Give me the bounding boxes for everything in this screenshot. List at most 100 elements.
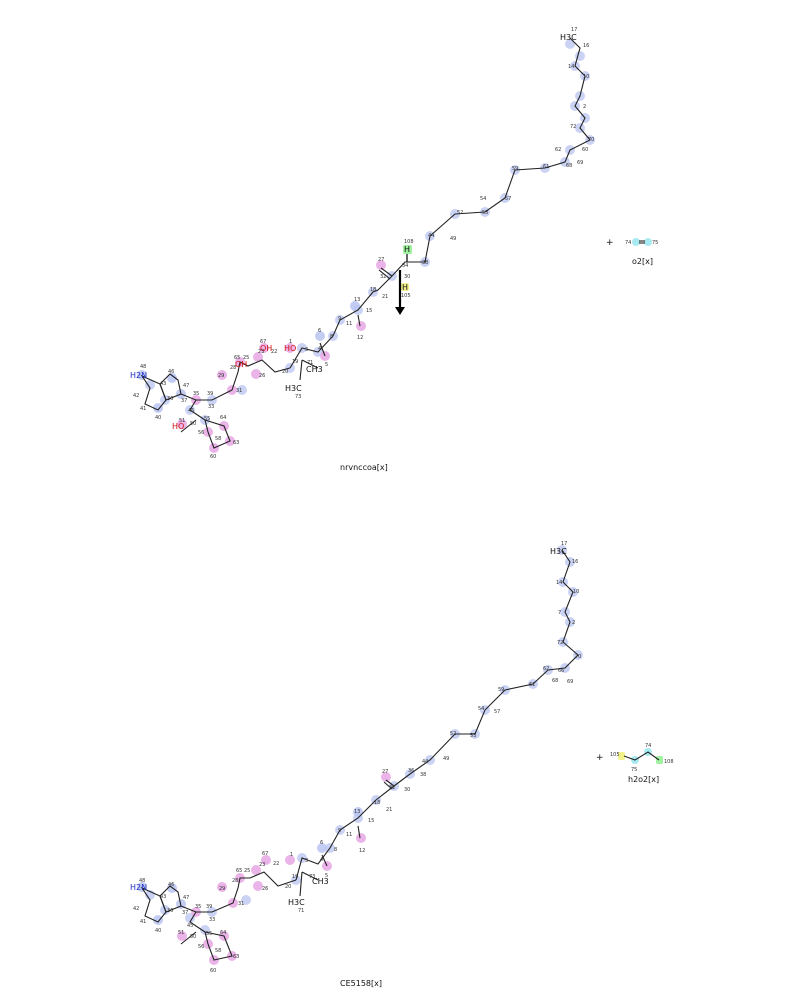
svg-text:71: 71 bbox=[298, 908, 304, 914]
reactant-amine-label: H2N bbox=[130, 371, 147, 380]
svg-text:108: 108 bbox=[404, 239, 414, 245]
reactant-hydroxyl-3: OH bbox=[235, 360, 247, 369]
svg-text:2: 2 bbox=[572, 620, 575, 626]
svg-text:42: 42 bbox=[133, 906, 139, 912]
svg-text:50: 50 bbox=[190, 934, 196, 940]
svg-text:16: 16 bbox=[572, 559, 578, 565]
svg-text:39: 39 bbox=[207, 391, 213, 397]
svg-text:105: 105 bbox=[401, 293, 411, 299]
svg-text:44: 44 bbox=[428, 233, 434, 239]
product-amine-label: H2N bbox=[130, 883, 147, 892]
svg-text:27: 27 bbox=[382, 769, 388, 775]
svg-text:58: 58 bbox=[215, 436, 221, 442]
svg-text:16: 16 bbox=[583, 43, 589, 49]
svg-text:39: 39 bbox=[206, 904, 212, 910]
svg-text:22: 22 bbox=[271, 349, 277, 355]
svg-text:69: 69 bbox=[567, 679, 573, 685]
svg-text:13: 13 bbox=[354, 809, 360, 815]
svg-text:73: 73 bbox=[309, 874, 315, 880]
svg-text:68: 68 bbox=[552, 678, 558, 684]
svg-text:53: 53 bbox=[470, 733, 476, 739]
svg-text:12: 12 bbox=[357, 335, 363, 341]
svg-text:11: 11 bbox=[346, 832, 352, 838]
svg-text:67: 67 bbox=[262, 851, 268, 857]
svg-text:1: 1 bbox=[290, 852, 293, 858]
svg-text:59: 59 bbox=[512, 166, 518, 172]
svg-text:68: 68 bbox=[566, 163, 572, 169]
svg-text:3: 3 bbox=[305, 347, 308, 353]
svg-text:29: 29 bbox=[219, 886, 225, 892]
svg-text:44: 44 bbox=[422, 759, 428, 765]
svg-text:14: 14 bbox=[556, 580, 562, 586]
svg-text:22: 22 bbox=[273, 861, 279, 867]
product-methyl-label: H3C bbox=[288, 898, 305, 907]
svg-text:71: 71 bbox=[307, 360, 313, 366]
svg-text:19: 19 bbox=[292, 359, 298, 365]
svg-text:17: 17 bbox=[571, 27, 577, 33]
svg-text:32: 32 bbox=[380, 274, 386, 280]
svg-text:35: 35 bbox=[195, 904, 201, 910]
svg-text:10: 10 bbox=[573, 589, 579, 595]
svg-text:30: 30 bbox=[404, 787, 410, 793]
svg-text:19: 19 bbox=[292, 874, 298, 880]
svg-text:25: 25 bbox=[243, 355, 249, 361]
svg-text:54: 54 bbox=[480, 196, 486, 202]
reactant-ch3-label: H3C bbox=[560, 33, 577, 42]
svg-text:7: 7 bbox=[558, 610, 561, 616]
svg-text:26: 26 bbox=[262, 886, 268, 892]
svg-text:23: 23 bbox=[259, 862, 265, 868]
svg-text:42: 42 bbox=[133, 393, 139, 399]
svg-text:60: 60 bbox=[210, 968, 216, 974]
svg-text:73: 73 bbox=[295, 394, 301, 400]
reactant-hydroxyl-1: HO bbox=[284, 344, 296, 353]
svg-text:62: 62 bbox=[555, 147, 561, 153]
svg-text:57: 57 bbox=[505, 196, 511, 202]
svg-text:66: 66 bbox=[558, 668, 564, 674]
svg-text:1: 1 bbox=[289, 339, 292, 345]
o2-atom-75: 75 bbox=[652, 240, 658, 246]
reactant-highlight-h-bottom: H bbox=[402, 283, 408, 292]
svg-text:33: 33 bbox=[208, 404, 214, 410]
svg-text:61: 61 bbox=[529, 682, 535, 688]
svg-text:13: 13 bbox=[354, 297, 360, 303]
svg-text:6: 6 bbox=[318, 328, 321, 334]
o2-molecule: + 74 75 o2[x] bbox=[606, 238, 658, 266]
svg-text:57: 57 bbox=[494, 709, 500, 715]
svg-text:70: 70 bbox=[575, 654, 581, 660]
svg-text:47: 47 bbox=[183, 383, 189, 389]
svg-text:53: 53 bbox=[482, 210, 488, 216]
svg-text:9: 9 bbox=[338, 828, 341, 834]
svg-text:18: 18 bbox=[370, 287, 376, 293]
svg-text:48: 48 bbox=[140, 364, 146, 370]
svg-text:64: 64 bbox=[220, 415, 226, 421]
reactant-caption: nrvnccoa[x] bbox=[340, 463, 388, 472]
svg-text:27: 27 bbox=[378, 257, 384, 263]
svg-text:52: 52 bbox=[450, 731, 456, 737]
svg-text:46: 46 bbox=[168, 882, 174, 888]
svg-text:43: 43 bbox=[160, 381, 166, 387]
svg-text:50: 50 bbox=[190, 421, 196, 427]
svg-text:55: 55 bbox=[206, 931, 212, 937]
svg-text:40: 40 bbox=[155, 415, 161, 421]
svg-text:32: 32 bbox=[389, 785, 395, 791]
svg-text:26: 26 bbox=[259, 373, 265, 379]
h2o2-molecule: + 105 74 75 108 h2o2[x] bbox=[596, 743, 674, 784]
svg-text:21: 21 bbox=[386, 807, 392, 813]
svg-text:15: 15 bbox=[368, 818, 374, 824]
svg-text:72: 72 bbox=[570, 124, 576, 130]
reactant-hydroxyl-2: OH bbox=[260, 344, 272, 353]
svg-text:45: 45 bbox=[188, 408, 194, 414]
o2-caption: o2[x] bbox=[632, 257, 653, 266]
svg-text:41: 41 bbox=[140, 406, 146, 412]
svg-text:61: 61 bbox=[543, 164, 549, 170]
svg-text:20: 20 bbox=[285, 884, 291, 890]
svg-text:56: 56 bbox=[198, 944, 204, 950]
svg-text:34: 34 bbox=[402, 263, 408, 269]
svg-text:36: 36 bbox=[167, 396, 173, 402]
svg-text:67: 67 bbox=[260, 339, 266, 345]
svg-text:8: 8 bbox=[334, 847, 337, 853]
svg-text:40: 40 bbox=[155, 928, 161, 934]
svg-text:58: 58 bbox=[215, 948, 221, 954]
